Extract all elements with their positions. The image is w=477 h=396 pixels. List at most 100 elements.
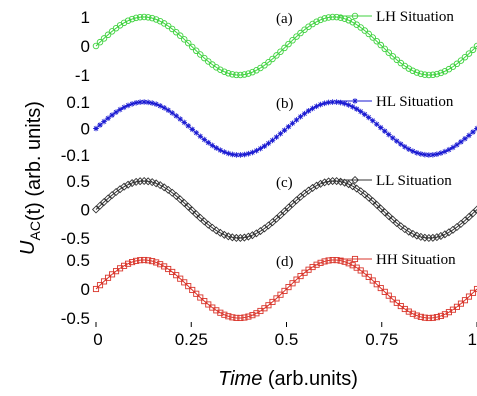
data-point bbox=[173, 113, 180, 119]
data-point bbox=[465, 293, 473, 300]
data-point bbox=[418, 151, 424, 157]
data-point bbox=[297, 272, 304, 280]
data-point bbox=[434, 151, 440, 157]
data-point bbox=[381, 128, 388, 134]
x-axis-title-rest: (arb.units) bbox=[262, 368, 358, 390]
data-point bbox=[426, 152, 432, 158]
data-point bbox=[97, 122, 103, 128]
data-point bbox=[120, 19, 128, 27]
x-axis-ticks: 0 0.25 0.5 0.75 1 bbox=[93, 322, 477, 349]
legend-label: HL Situation bbox=[376, 94, 454, 110]
data-point bbox=[396, 222, 405, 231]
data-point bbox=[321, 15, 328, 22]
x-axis-title-italic: Time bbox=[218, 368, 262, 390]
data-point bbox=[384, 212, 393, 221]
data-point bbox=[373, 121, 380, 127]
data-point bbox=[380, 208, 389, 217]
data-point bbox=[392, 219, 401, 228]
data-point bbox=[466, 132, 472, 139]
data-point bbox=[424, 233, 433, 243]
data-point bbox=[276, 211, 285, 220]
data-point bbox=[209, 142, 216, 149]
data-point bbox=[181, 279, 188, 286]
data-point bbox=[281, 287, 288, 294]
data-point bbox=[309, 105, 316, 112]
data-point bbox=[225, 70, 232, 77]
data-point bbox=[169, 110, 175, 116]
data-point bbox=[381, 288, 388, 295]
y-tick-label: 0 bbox=[81, 280, 90, 299]
data-point bbox=[261, 143, 268, 149]
data-point bbox=[124, 180, 133, 189]
data-point bbox=[197, 294, 204, 301]
data-point bbox=[285, 40, 292, 48]
data-point bbox=[137, 99, 143, 105]
data-point bbox=[369, 277, 376, 284]
data-point bbox=[414, 149, 420, 156]
data-point bbox=[301, 26, 308, 33]
data-point bbox=[117, 106, 123, 113]
data-point bbox=[436, 231, 445, 241]
data-point bbox=[165, 107, 171, 114]
data-point bbox=[269, 137, 276, 144]
data-point bbox=[168, 188, 177, 197]
x-tick-label: 0.5 bbox=[275, 330, 299, 349]
data-point bbox=[197, 51, 204, 58]
data-point bbox=[229, 314, 236, 321]
data-point bbox=[172, 28, 180, 36]
data-point bbox=[317, 16, 324, 24]
data-point bbox=[229, 151, 236, 158]
data-point bbox=[185, 283, 192, 290]
data-point bbox=[277, 130, 284, 137]
data-point bbox=[273, 52, 280, 59]
data-point bbox=[316, 179, 325, 188]
data-point bbox=[442, 148, 448, 155]
data-point bbox=[189, 286, 196, 294]
data-point bbox=[333, 13, 340, 21]
data-point bbox=[272, 214, 281, 223]
data-point bbox=[389, 296, 396, 303]
data-point bbox=[91, 205, 101, 214]
data-point bbox=[273, 295, 280, 302]
data-point bbox=[404, 227, 413, 236]
data-point bbox=[469, 289, 477, 296]
data-point bbox=[92, 285, 100, 293]
data-point bbox=[341, 100, 348, 107]
data-point bbox=[312, 181, 321, 190]
data-point bbox=[241, 314, 248, 321]
data-point bbox=[160, 183, 169, 192]
panel-tag: (d) bbox=[276, 254, 294, 270]
data-point bbox=[393, 56, 401, 64]
data-point bbox=[345, 102, 352, 108]
data-point bbox=[377, 124, 384, 131]
data-point bbox=[461, 53, 469, 61]
data-point bbox=[417, 70, 425, 78]
data-point bbox=[100, 35, 108, 42]
data-point bbox=[364, 193, 373, 202]
y-tick-label: 0 bbox=[81, 201, 90, 220]
series-line-4 bbox=[95, 259, 477, 319]
data-point bbox=[357, 108, 364, 115]
data-point bbox=[269, 298, 276, 306]
data-point bbox=[217, 66, 224, 73]
data-point bbox=[148, 14, 156, 22]
data-point bbox=[185, 123, 192, 129]
data-point bbox=[196, 213, 205, 222]
data-point bbox=[265, 140, 272, 147]
data-point bbox=[357, 24, 364, 31]
data-point bbox=[212, 226, 221, 235]
data-point bbox=[329, 256, 336, 264]
data-point bbox=[345, 17, 352, 24]
data-point bbox=[381, 45, 389, 53]
data-point bbox=[241, 151, 248, 158]
data-point bbox=[389, 135, 396, 141]
data-point bbox=[432, 233, 441, 242]
data-point bbox=[292, 196, 301, 205]
data-point bbox=[421, 71, 429, 78]
panel-tag: (b) bbox=[276, 96, 294, 112]
data-point bbox=[373, 281, 380, 288]
data-point bbox=[128, 178, 137, 188]
data-point bbox=[325, 257, 332, 264]
data-point bbox=[320, 178, 329, 187]
data-point bbox=[373, 37, 380, 45]
